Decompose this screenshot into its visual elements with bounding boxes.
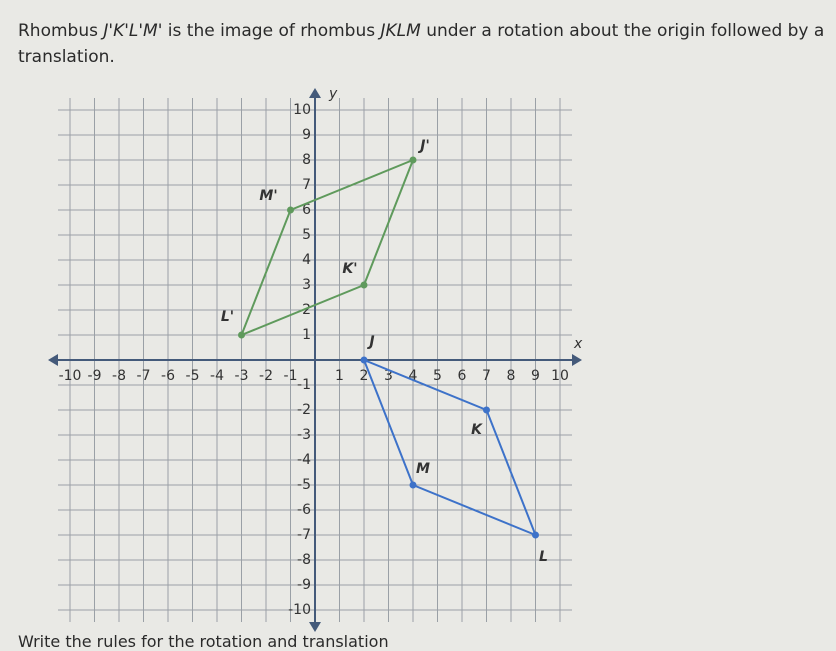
vertex (360, 281, 368, 289)
y-tick-label: -9 (297, 577, 311, 593)
vertex (238, 331, 245, 339)
pre-image-name: JKLM (380, 21, 421, 41)
question-text: under a rotation about the origin follow… (18, 21, 825, 67)
vertex-label: J' (417, 138, 430, 154)
arrow (309, 622, 321, 632)
y-tick-label: 8 (302, 152, 311, 168)
x-tick-label: 4 (409, 368, 418, 384)
vertex (360, 356, 368, 364)
y-tick-label: -2 (297, 402, 311, 418)
image-name: J'K'L'M' (103, 21, 163, 41)
y-axis-label: y (328, 86, 338, 102)
y-tick-label: 5 (302, 227, 311, 243)
vertex-label: J (366, 334, 374, 350)
x-tick-label: -10 (59, 368, 82, 384)
x-tick-label: 9 (531, 368, 540, 384)
footer: Write the rules for the rotation and tra… (18, 632, 389, 651)
y-tick-label: -8 (297, 552, 311, 568)
x-tick-label: 6 (458, 368, 467, 384)
arrow (48, 354, 58, 366)
rhombus (362, 358, 538, 537)
vertex-label: M' (259, 188, 277, 204)
vertex-label: K' (342, 261, 357, 277)
question-text: is the image of rhombus (167, 21, 376, 41)
x-tick-label: 3 (384, 368, 393, 384)
x-tick-label: 1 (335, 368, 344, 384)
y-tick-label: -5 (297, 477, 311, 493)
vertex-label: K (471, 422, 483, 438)
y-tick-label: 3 (302, 277, 311, 293)
x-axis-label: x (573, 336, 583, 352)
y-tick-label: 4 (302, 252, 311, 268)
y-tick-label: -1 (297, 377, 311, 393)
vertex (409, 481, 417, 489)
vertex-label: M (416, 461, 430, 477)
y-tick-label: -3 (297, 427, 311, 443)
x-tick-label: -2 (259, 368, 273, 384)
x-tick-label: -7 (137, 368, 151, 384)
vertex-label: L' (221, 309, 234, 325)
x-tick-label: 10 (551, 368, 569, 384)
arrow (572, 354, 582, 366)
vertex (532, 531, 539, 539)
x-tick-label: -1 (284, 368, 298, 384)
question-text: Rhombus (18, 21, 98, 41)
y-tick-label: 10 (293, 102, 311, 118)
y-tick-label: 6 (302, 202, 311, 218)
rhombus (239, 158, 415, 337)
vertex (483, 406, 490, 414)
vertex-label: L (539, 549, 548, 565)
x-tick-label: -4 (210, 368, 224, 384)
arrow (309, 88, 321, 98)
x-tick-label: -3 (235, 368, 249, 384)
y-tick-label: 7 (302, 177, 311, 193)
x-tick-label: -6 (161, 368, 175, 384)
question: Rhombus J'K'L'M' is the image of rhombus… (18, 18, 828, 70)
x-tick-label: -8 (112, 368, 126, 384)
x-tick-label: 7 (482, 368, 491, 384)
x-tick-label: 5 (433, 368, 442, 384)
x-tick-label: -5 (186, 368, 200, 384)
x-tick-label: -9 (88, 368, 102, 384)
y-tick-label: -10 (288, 602, 311, 618)
y-tick-label: -4 (297, 452, 311, 468)
y-tick-label: 2 (302, 302, 311, 318)
x-tick-label: 2 (360, 368, 369, 384)
vertex (409, 156, 417, 164)
y-tick-label: -7 (297, 527, 311, 543)
y-tick-label: -6 (297, 502, 311, 518)
vertex (287, 206, 294, 214)
y-tick-label: 1 (302, 327, 311, 343)
y-tick-label: 9 (302, 127, 311, 143)
x-tick-label: 8 (507, 368, 516, 384)
